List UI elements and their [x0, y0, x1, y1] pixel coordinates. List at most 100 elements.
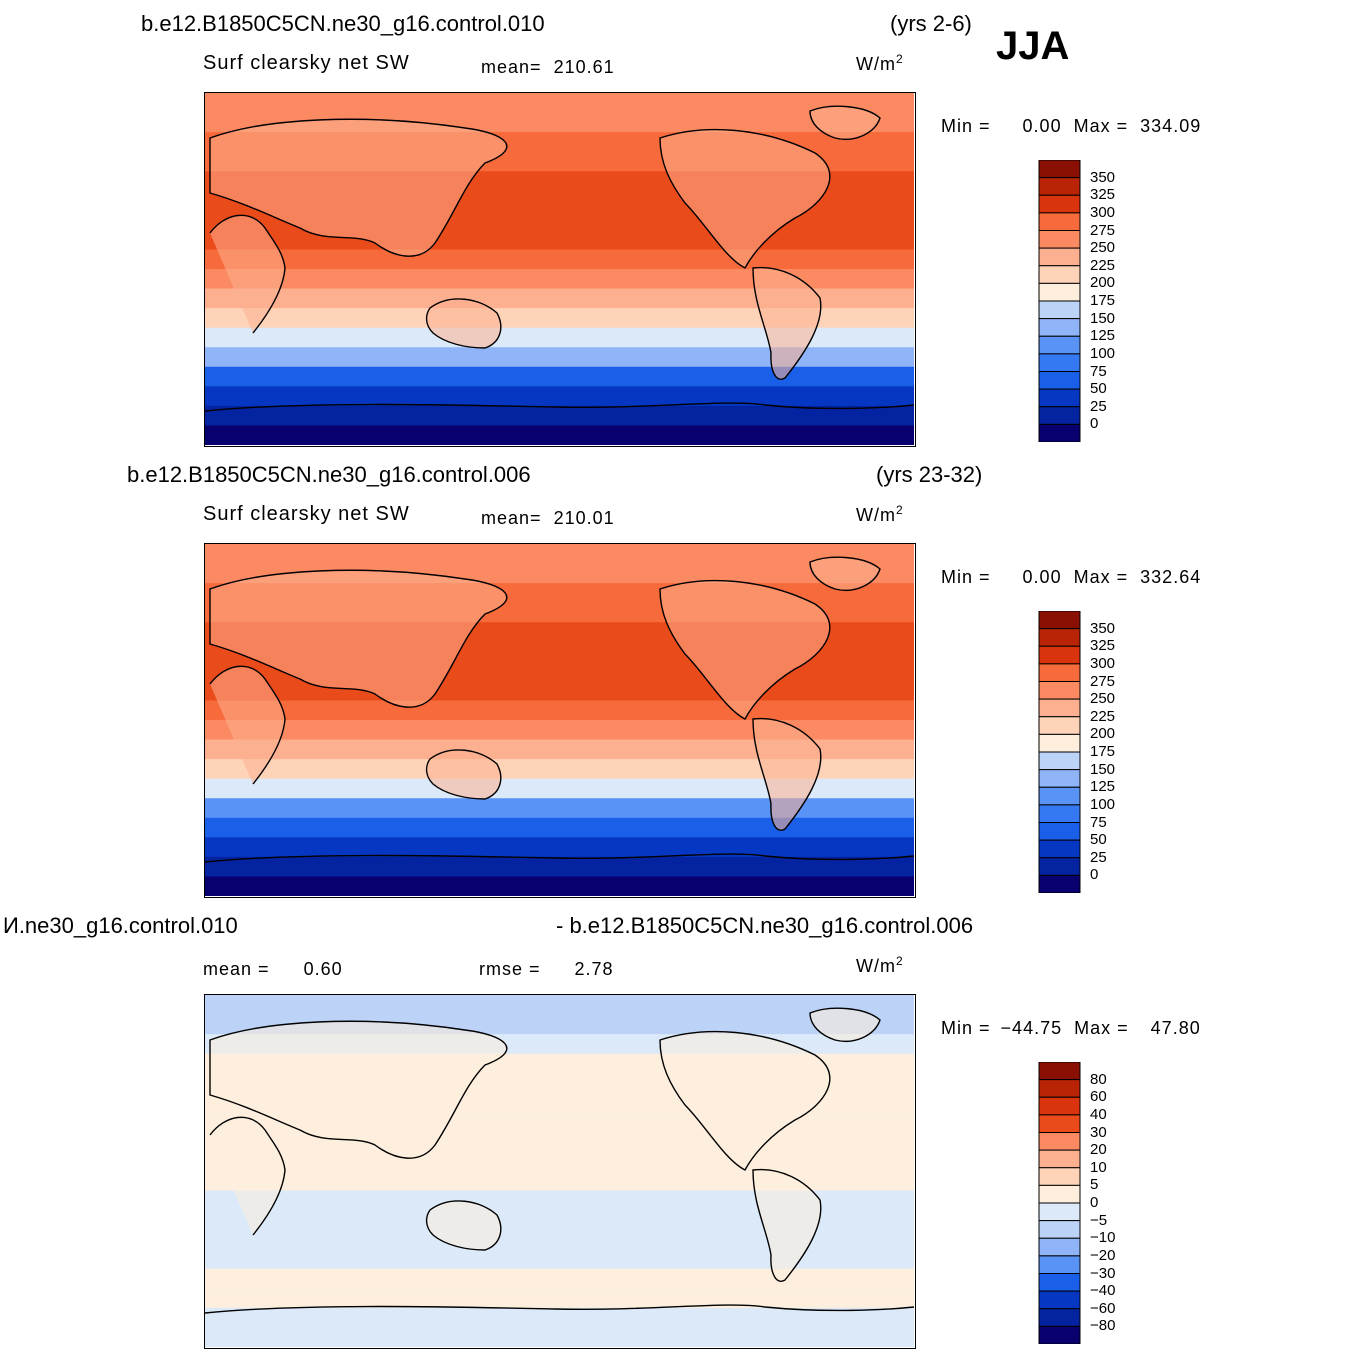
- panel-3-case-right: - b.e12.B1850C5CN.ne30_g16.control.006: [556, 913, 974, 938]
- colorbar-box: [1038, 160, 1081, 179]
- colorbar-box: [1038, 733, 1081, 753]
- colorbar-tick-label: 75: [1090, 362, 1107, 380]
- panel-2-colorbar: 350 325 300 275 250 225 200 175 150 125 100 75 50 25 0: [1038, 611, 1138, 893]
- colorbar-box: [1038, 300, 1081, 320]
- colorbar-box: [1038, 716, 1081, 735]
- zonal-band: [205, 700, 914, 721]
- colorbar-tick-label: 30: [1090, 1123, 1107, 1141]
- season-label: JJA: [996, 24, 1070, 68]
- panel-2-units-sup: 2: [895, 503, 904, 517]
- colorbar-box: [1038, 194, 1081, 214]
- coastline: [209, 1020, 508, 1159]
- land-overlay: [205, 105, 914, 412]
- colorbar-tick-label: 100: [1090, 795, 1116, 813]
- panel-3-max-label: Max =: [1074, 1018, 1129, 1038]
- panel-3-map-svg: [205, 995, 914, 1347]
- zonal-band: [205, 288, 914, 309]
- panel-3-units-sup: 2: [895, 954, 904, 968]
- panel-2-min-value: 0.00: [1022, 567, 1062, 587]
- colorbar-svg: [1038, 160, 1081, 442]
- colorbar-tick-label: 225: [1090, 707, 1116, 725]
- panel-1-units: W/m2: [856, 52, 904, 75]
- panel-3-mean-value: 0.60: [303, 959, 343, 979]
- colorbar-box: [1038, 388, 1081, 408]
- panel-2-case-title: b.e12.B1850C5CN.ne30_g16.control.006: [127, 462, 531, 487]
- colorbar-tick-label: 75: [1090, 813, 1107, 831]
- panel-1-max-label: Max =: [1073, 116, 1129, 136]
- colorbar-box: [1038, 318, 1081, 337]
- zonal-band: [205, 308, 914, 329]
- colorbar-box: [1038, 1114, 1081, 1133]
- colorbar-box: [1038, 663, 1081, 682]
- colorbar-tick-label: 60: [1090, 1088, 1107, 1106]
- coastline: [809, 1007, 881, 1042]
- zonal-band: [205, 269, 914, 290]
- colorbar-tick-label: 0: [1090, 1194, 1099, 1211]
- coastline: [809, 105, 881, 140]
- coastline: [809, 556, 881, 591]
- panel-3-rmse-label: rmse =: [479, 959, 541, 979]
- land-overlay: [205, 556, 914, 863]
- panel-2-mean: mean= 210.01: [481, 508, 615, 529]
- coastline: [205, 853, 914, 863]
- panel-1-mean-value: 210.61: [553, 57, 615, 77]
- panel-2-variable: Surf clearsky net SW: [203, 503, 410, 525]
- zonal-band: [205, 1210, 914, 1231]
- colorbar-tick-label: 175: [1090, 292, 1116, 309]
- colorbar-tick-label: 25: [1090, 397, 1107, 415]
- colorbar-box: [1038, 698, 1081, 718]
- colorbar-box: [1038, 628, 1081, 647]
- colorbar-svg: [1038, 611, 1081, 893]
- zonal-band: [205, 1190, 914, 1211]
- colorbar-box: [1038, 645, 1081, 665]
- coastline: [205, 1304, 914, 1314]
- colorbar-box: [1038, 1096, 1081, 1116]
- panel-3-rmse-value: 2.78: [574, 959, 614, 979]
- colorbar-tick-label: 250: [1090, 690, 1116, 708]
- colorbar-tick-label: 325: [1090, 186, 1116, 204]
- colorbar-box: [1038, 177, 1081, 196]
- colorbar-box: [1038, 857, 1081, 876]
- zonal-band: [205, 425, 914, 445]
- coastline: [425, 749, 502, 800]
- colorbar-box: [1038, 1062, 1081, 1081]
- panel-2-mean-value: 210.01: [553, 508, 615, 528]
- panel-1-colorbar: 350 325 300 275 250 225 200 175 150 125 100 75 50 25 0: [1038, 160, 1138, 442]
- colorbar-tick-label: 300: [1090, 203, 1116, 221]
- coastline: [659, 1030, 831, 1171]
- coastline: [752, 717, 822, 831]
- colorbar-box: [1038, 1220, 1081, 1239]
- colorbar-box: [1038, 839, 1081, 859]
- colorbar-tick-label: 0: [1090, 415, 1099, 433]
- colorbar-tick-label: 175: [1090, 743, 1116, 760]
- panel-1-map-svg: [205, 93, 914, 445]
- coastline: [209, 118, 508, 257]
- colorbar-tick-label: 50: [1090, 380, 1107, 398]
- zonal-band: [205, 405, 914, 427]
- colorbar-box: [1038, 1184, 1081, 1204]
- colorbar-tick-label: 125: [1090, 778, 1116, 796]
- colorbar-box: [1038, 1290, 1081, 1310]
- colorbar-tick-label: −5: [1090, 1211, 1108, 1229]
- coastline: [209, 569, 508, 708]
- colorbar-box: [1038, 1202, 1081, 1222]
- zonal-band: [205, 93, 914, 114]
- coastline: [209, 1116, 286, 1236]
- zonal-band: [205, 1288, 914, 1309]
- colorbar-box: [1038, 1149, 1081, 1169]
- colorbar-box: [1038, 1132, 1081, 1151]
- colorbar-tick-label: 40: [1090, 1105, 1107, 1123]
- panel-1-variable: Surf clearsky net SW: [203, 52, 410, 74]
- zonal-band: [205, 759, 914, 780]
- colorbar-tick-label: −10: [1090, 1229, 1116, 1247]
- panel-1-mean: mean= 210.61: [481, 57, 615, 78]
- zonal-band: [205, 1151, 914, 1172]
- colorbar-tick-label: 125: [1090, 327, 1116, 345]
- colorbar-box: [1038, 786, 1081, 806]
- panel-2-minmax: Min = 0.00 Max = 332.64: [941, 567, 1201, 588]
- colorbar-tick-label: −30: [1090, 1264, 1116, 1282]
- zonal-band: [205, 798, 914, 819]
- zonal-bands: [205, 544, 914, 896]
- zonal-band: [205, 366, 914, 387]
- colorbar-box: [1038, 751, 1081, 771]
